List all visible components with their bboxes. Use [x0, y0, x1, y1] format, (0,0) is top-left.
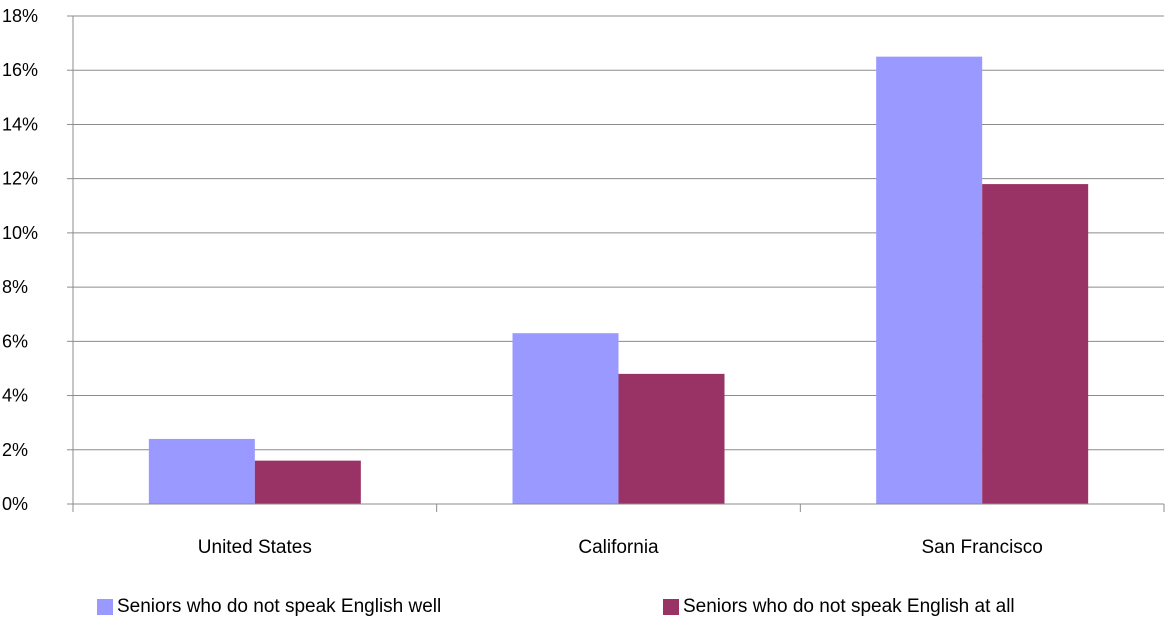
gridlines: [73, 15, 1164, 451]
bars: [148, 56, 1089, 505]
legend-swatch-speak-well: [97, 599, 113, 615]
bar: [512, 333, 619, 504]
y-tick-label: 2%: [2, 440, 28, 460]
bar: [254, 460, 361, 504]
y-tick-label: 6%: [2, 331, 28, 351]
legend-item-speak-well: Seniors who do not speak English well: [97, 596, 441, 618]
bar: [148, 438, 255, 504]
y-tick-label: 18%: [2, 6, 38, 26]
bar: [618, 373, 725, 504]
legend-swatch-speak-at-all: [663, 599, 679, 615]
legend-label-speak-at-all: Seniors who do not speak English at all: [683, 596, 1015, 617]
y-tick-label: 14%: [2, 114, 38, 134]
y-tick-label: 0%: [2, 494, 28, 514]
bar: [876, 56, 983, 505]
y-axis-ticks: 0% 2% 4% 6% 8% 10% 12% 14% 16% 18%: [2, 6, 73, 514]
legend-label-speak-well: Seniors who do not speak English well: [117, 596, 442, 617]
bar: [982, 184, 1089, 505]
axes: [72, 16, 1165, 512]
y-tick-label: 10%: [2, 223, 38, 243]
x-category-label: San Francisco: [921, 537, 1042, 558]
y-tick-label: 4%: [2, 386, 28, 406]
legend-item-speak-at-all: Seniors who do not speak English at all: [663, 596, 1015, 618]
x-axis-labels: United States California San Francisco: [198, 537, 1043, 558]
legend: Seniors who do not speak English well Se…: [0, 596, 1174, 626]
y-tick-label: 8%: [2, 277, 28, 297]
y-tick-label: 12%: [2, 169, 38, 189]
x-category-label: United States: [198, 537, 312, 558]
x-category-label: California: [578, 537, 659, 558]
y-tick-label: 16%: [2, 60, 38, 80]
bar-chart: 0% 2% 4% 6% 8% 10% 12% 14% 16% 18% United States C…: [2, 6, 1165, 558]
